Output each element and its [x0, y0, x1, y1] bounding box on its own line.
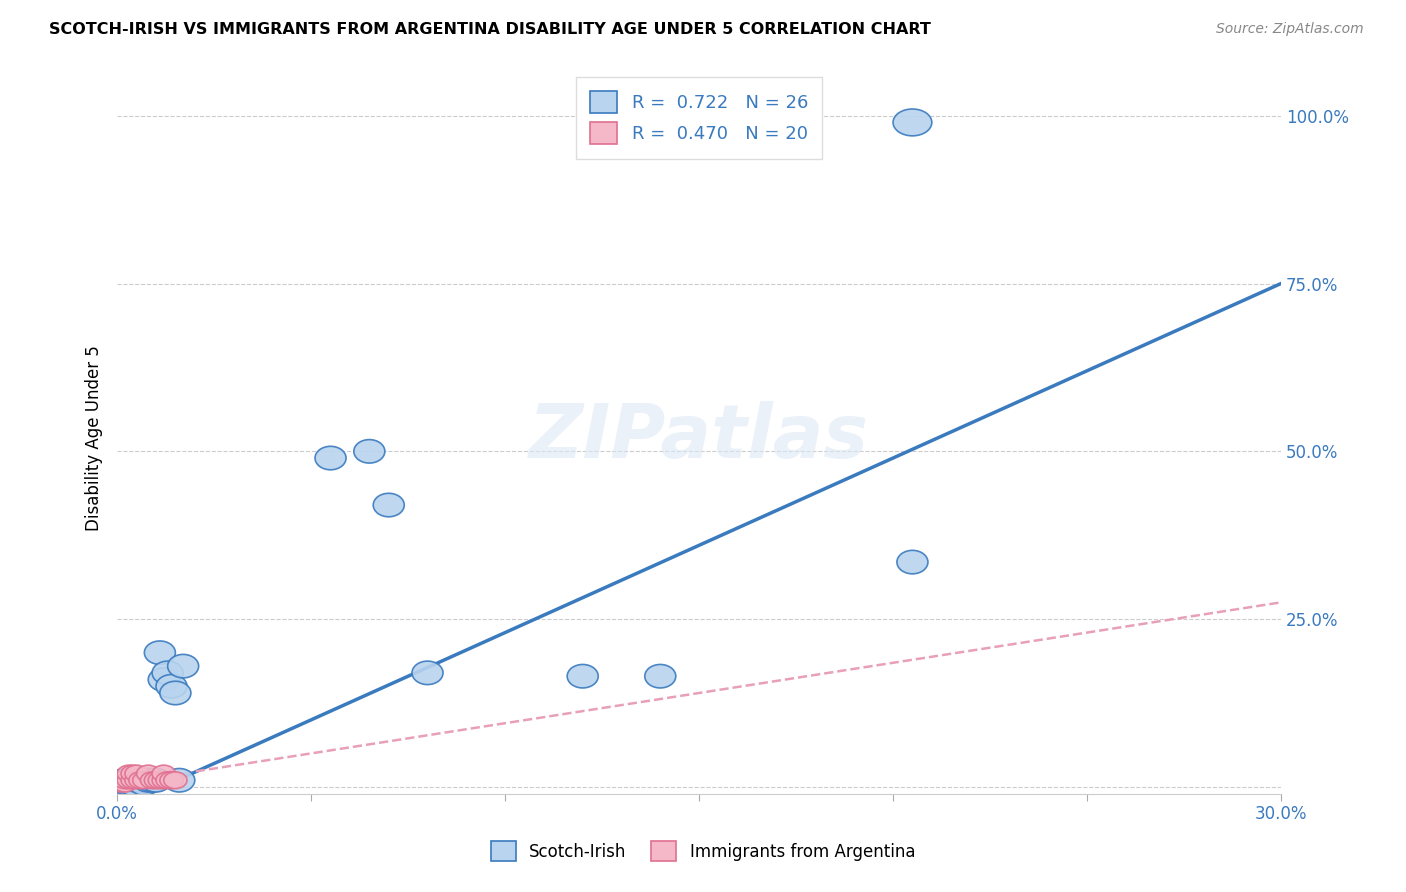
Ellipse shape	[163, 772, 187, 789]
Ellipse shape	[152, 765, 176, 782]
Ellipse shape	[893, 109, 932, 136]
Ellipse shape	[136, 769, 167, 792]
Ellipse shape	[129, 772, 160, 796]
Ellipse shape	[114, 772, 145, 796]
Ellipse shape	[105, 772, 136, 796]
Ellipse shape	[160, 681, 191, 705]
Ellipse shape	[114, 769, 145, 792]
Ellipse shape	[110, 775, 132, 792]
Ellipse shape	[117, 772, 148, 796]
Text: ZIPatlas: ZIPatlas	[529, 401, 869, 475]
Ellipse shape	[132, 772, 156, 789]
Ellipse shape	[141, 769, 172, 792]
Ellipse shape	[148, 772, 172, 789]
Ellipse shape	[315, 446, 346, 470]
Legend: R =  0.722   N = 26, R =  0.470   N = 20: R = 0.722 N = 26, R = 0.470 N = 20	[575, 77, 823, 159]
Ellipse shape	[163, 769, 195, 792]
Ellipse shape	[110, 769, 141, 792]
Ellipse shape	[567, 665, 598, 688]
Ellipse shape	[114, 775, 136, 792]
Ellipse shape	[160, 772, 183, 789]
Ellipse shape	[117, 765, 141, 782]
Ellipse shape	[125, 765, 148, 782]
Ellipse shape	[117, 772, 141, 789]
Ellipse shape	[129, 772, 152, 789]
Ellipse shape	[114, 772, 136, 789]
Ellipse shape	[121, 772, 145, 789]
Ellipse shape	[148, 668, 179, 691]
Ellipse shape	[167, 655, 198, 678]
Ellipse shape	[121, 765, 145, 782]
Ellipse shape	[136, 765, 160, 782]
Ellipse shape	[156, 674, 187, 698]
Ellipse shape	[152, 661, 183, 684]
Ellipse shape	[132, 769, 163, 792]
Ellipse shape	[145, 772, 167, 789]
Ellipse shape	[121, 769, 152, 792]
Legend: Scotch-Irish, Immigrants from Argentina: Scotch-Irish, Immigrants from Argentina	[478, 828, 928, 875]
Ellipse shape	[412, 661, 443, 684]
Ellipse shape	[125, 769, 156, 792]
Ellipse shape	[125, 772, 148, 789]
Ellipse shape	[141, 772, 163, 789]
Ellipse shape	[354, 440, 385, 463]
Ellipse shape	[373, 493, 405, 516]
Ellipse shape	[145, 641, 176, 665]
Ellipse shape	[645, 665, 676, 688]
Ellipse shape	[156, 772, 179, 789]
Text: Source: ZipAtlas.com: Source: ZipAtlas.com	[1216, 22, 1364, 37]
Y-axis label: Disability Age Under 5: Disability Age Under 5	[86, 345, 103, 531]
Text: SCOTCH-IRISH VS IMMIGRANTS FROM ARGENTINA DISABILITY AGE UNDER 5 CORRELATION CHA: SCOTCH-IRISH VS IMMIGRANTS FROM ARGENTIN…	[49, 22, 931, 37]
Ellipse shape	[897, 550, 928, 574]
Ellipse shape	[110, 772, 141, 796]
Ellipse shape	[152, 772, 176, 789]
